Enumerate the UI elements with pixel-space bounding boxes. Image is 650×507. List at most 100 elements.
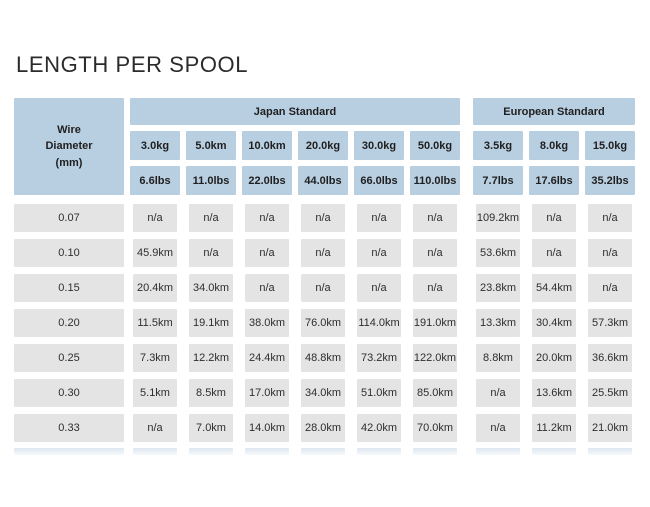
- value-cell: 19.1km: [189, 309, 233, 337]
- value-cell: 34.0km: [301, 379, 345, 407]
- value-cell: 13.3km: [476, 309, 520, 337]
- value-cell: 11.2km: [532, 414, 576, 442]
- value-cell: n/a: [357, 239, 401, 267]
- value-cell: n/a: [588, 239, 632, 267]
- row-label: 0.25: [14, 344, 124, 372]
- table-row: 0.10 45.9km n/a n/a n/a n/a n/a 53.6km n…: [14, 239, 635, 267]
- group-header-japan-standard: Japan Standard: [130, 98, 460, 125]
- value-cell: n/a: [245, 239, 289, 267]
- value-cell: 11.5km: [133, 309, 177, 337]
- value-cell: n/a: [133, 414, 177, 442]
- value-cell: 48.8km: [301, 344, 345, 372]
- value-cell: n/a: [588, 204, 632, 232]
- table-row: 0.15 20.4km 34.0km n/a n/a n/a n/a 23.8k…: [14, 274, 635, 302]
- value-cell: n/a: [476, 379, 520, 407]
- value-cell: 76.0km: [301, 309, 345, 337]
- value-cell: 36.6km: [588, 344, 632, 372]
- kg-header-cell: 5.0km: [186, 131, 236, 160]
- value-cell: 20.4km: [133, 274, 177, 302]
- corner-header-wire-diameter: Wire Diameter (mm): [14, 98, 124, 195]
- faded-next-row: [14, 448, 635, 455]
- faded-cell: [133, 448, 177, 455]
- kg-header-cell: 50.0kg: [410, 131, 460, 160]
- value-cell: 20.0km: [532, 344, 576, 372]
- kg-header-cell: 8.0kg: [529, 131, 579, 160]
- faded-cell: [413, 448, 457, 455]
- value-cell: 24.4km: [245, 344, 289, 372]
- value-cell: n/a: [532, 239, 576, 267]
- faded-cell: [14, 448, 124, 455]
- faded-cell: [476, 448, 520, 455]
- table-row: 0.07 n/a n/a n/a n/a n/a n/a 109.2km n/a…: [14, 204, 635, 232]
- value-cell: 85.0km: [413, 379, 457, 407]
- lbs-header-cell: 22.0lbs: [242, 166, 292, 195]
- value-cell: n/a: [189, 239, 233, 267]
- value-cell: 28.0km: [301, 414, 345, 442]
- value-cell: 34.0km: [189, 274, 233, 302]
- lbs-header-cell: 17.6lbs: [529, 166, 579, 195]
- faded-cell: [588, 448, 632, 455]
- value-cell: 12.2km: [189, 344, 233, 372]
- table-header: Wire Diameter (mm) Japan Standard Europe…: [14, 98, 635, 195]
- value-cell: n/a: [413, 274, 457, 302]
- kg-header-cell: 10.0km: [242, 131, 292, 160]
- table-body: 0.07 n/a n/a n/a n/a n/a n/a 109.2km n/a…: [14, 204, 635, 442]
- value-cell: 8.8km: [476, 344, 520, 372]
- length-per-spool-table: Wire Diameter (mm) Japan Standard Europe…: [14, 98, 635, 455]
- value-cell: 25.5km: [588, 379, 632, 407]
- kg-header-cell: 3.5kg: [473, 131, 523, 160]
- lbs-header-cell: 110.0lbs: [410, 166, 460, 195]
- value-cell: n/a: [413, 204, 457, 232]
- value-cell: 109.2km: [476, 204, 520, 232]
- value-cell: 51.0km: [357, 379, 401, 407]
- value-cell: 8.5km: [189, 379, 233, 407]
- value-cell: 7.3km: [133, 344, 177, 372]
- lbs-header-cell: 6.6lbs: [130, 166, 180, 195]
- value-cell: 21.0km: [588, 414, 632, 442]
- value-cell: n/a: [245, 274, 289, 302]
- value-cell: n/a: [357, 204, 401, 232]
- row-label: 0.33: [14, 414, 124, 442]
- table-row: 0.25 7.3km 12.2km 24.4km 48.8km 73.2km 1…: [14, 344, 635, 372]
- value-cell: 42.0km: [357, 414, 401, 442]
- lbs-header-cell: 44.0lbs: [298, 166, 348, 195]
- table-row: 0.20 11.5km 19.1km 38.0km 76.0km 114.0km…: [14, 309, 635, 337]
- value-cell: n/a: [413, 239, 457, 267]
- table-row: 0.33 n/a 7.0km 14.0km 28.0km 42.0km 70.0…: [14, 414, 635, 442]
- value-cell: 30.4km: [532, 309, 576, 337]
- kg-header-cell: 20.0kg: [298, 131, 348, 160]
- value-cell: n/a: [357, 274, 401, 302]
- value-cell: n/a: [301, 274, 345, 302]
- faded-cell: [532, 448, 576, 455]
- group-header-european-standard: European Standard: [473, 98, 635, 125]
- value-cell: n/a: [301, 239, 345, 267]
- faded-cell: [189, 448, 233, 455]
- kg-header-cell: 3.0kg: [130, 131, 180, 160]
- value-cell: 70.0km: [413, 414, 457, 442]
- row-label: 0.20: [14, 309, 124, 337]
- value-cell: 23.8km: [476, 274, 520, 302]
- value-cell: 14.0km: [245, 414, 289, 442]
- row-label: 0.10: [14, 239, 124, 267]
- value-cell: 7.0km: [189, 414, 233, 442]
- lbs-header-cell: 7.7lbs: [473, 166, 523, 195]
- lbs-header-cell: 66.0lbs: [354, 166, 404, 195]
- row-label: 0.30: [14, 379, 124, 407]
- row-label: 0.15: [14, 274, 124, 302]
- value-cell: n/a: [476, 414, 520, 442]
- value-cell: n/a: [301, 204, 345, 232]
- faded-cell: [301, 448, 345, 455]
- faded-cell: [357, 448, 401, 455]
- value-cell: 45.9km: [133, 239, 177, 267]
- value-cell: n/a: [189, 204, 233, 232]
- value-cell: 5.1km: [133, 379, 177, 407]
- value-cell: 17.0km: [245, 379, 289, 407]
- value-cell: 114.0km: [357, 309, 401, 337]
- table-row: 0.30 5.1km 8.5km 17.0km 34.0km 51.0km 85…: [14, 379, 635, 407]
- row-label: 0.07: [14, 204, 124, 232]
- lbs-header-cell: 35.2lbs: [585, 166, 635, 195]
- value-cell: 191.0km: [413, 309, 457, 337]
- value-cell: 122.0km: [413, 344, 457, 372]
- value-cell: n/a: [532, 204, 576, 232]
